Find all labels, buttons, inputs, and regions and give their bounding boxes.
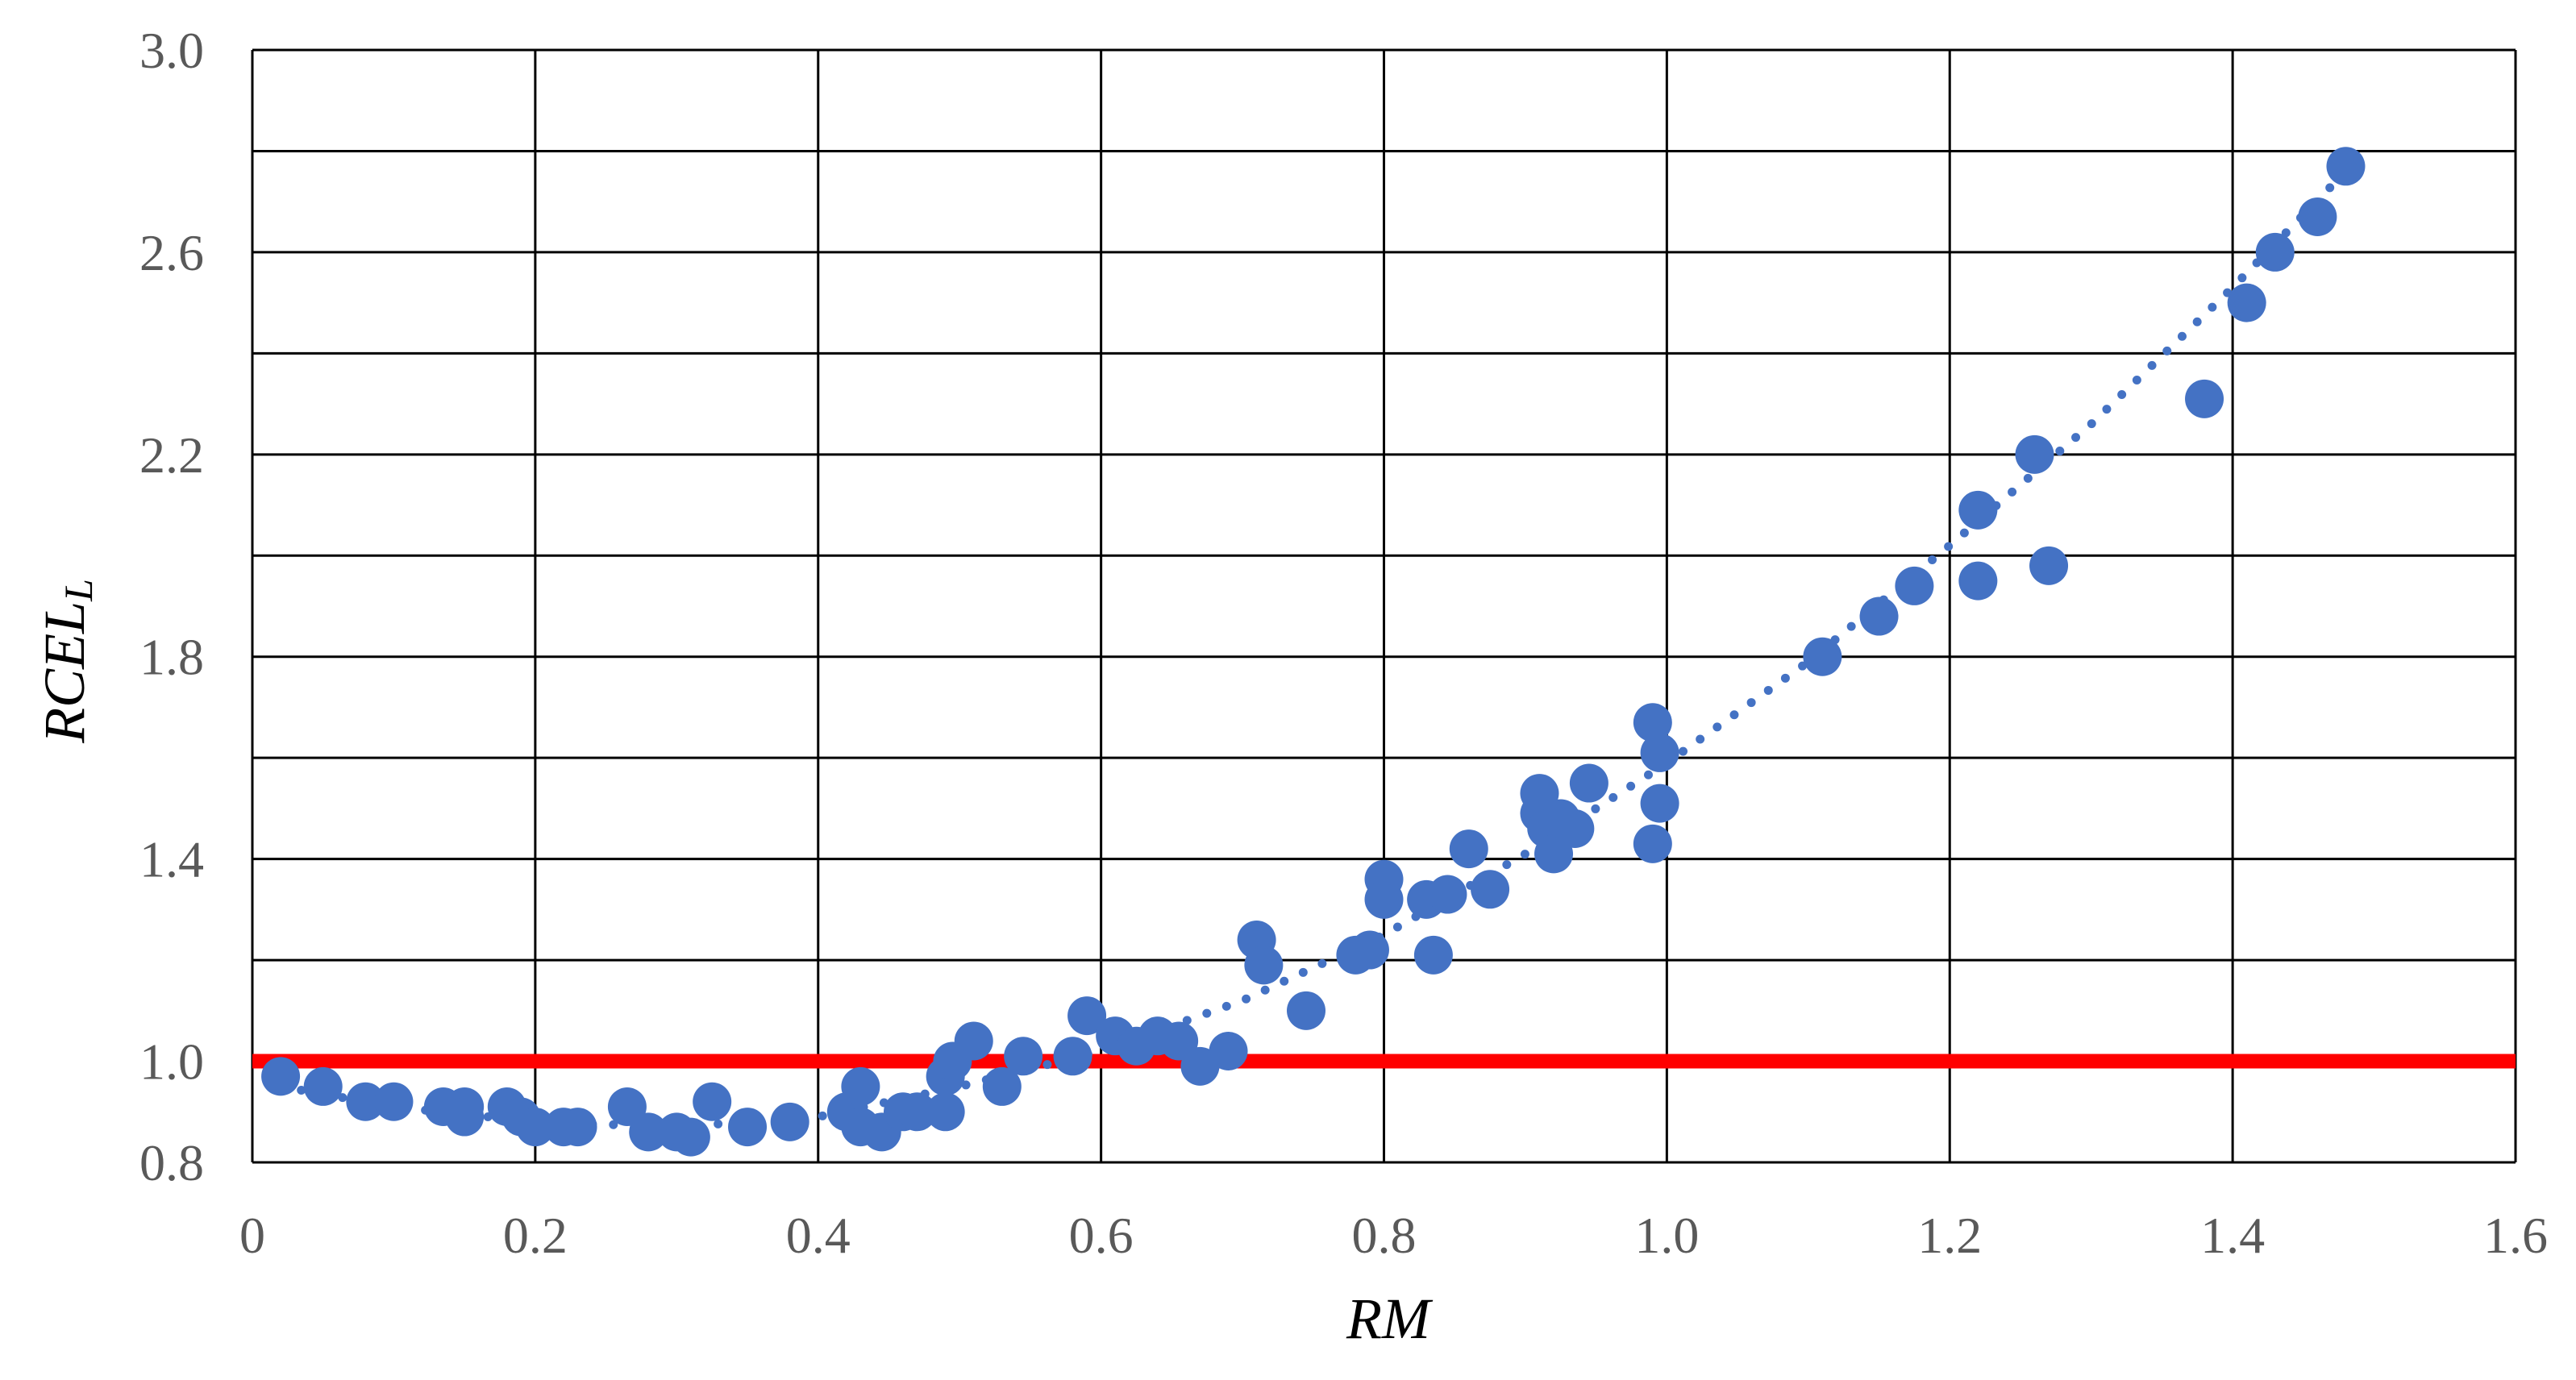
x-tick-label-6: 1.2 xyxy=(1917,1207,1982,1264)
data-point-70 xyxy=(2227,283,2266,322)
data-point-67 xyxy=(2015,434,2054,474)
data-point-36 xyxy=(1159,1021,1199,1061)
data-point-18 xyxy=(770,1102,809,1141)
data-point-59 xyxy=(1633,824,1672,863)
data-point-15 xyxy=(671,1117,710,1157)
data-point-40 xyxy=(1244,946,1284,985)
data-point-58 xyxy=(1633,703,1672,742)
data-point-50 xyxy=(1471,870,1510,909)
x-tick-label-0: 0 xyxy=(239,1207,265,1264)
data-point-17 xyxy=(728,1108,768,1147)
data-point-64 xyxy=(1895,566,1934,605)
data-point-30 xyxy=(1004,1037,1043,1076)
data-point-61 xyxy=(1640,784,1679,823)
data-point-29 xyxy=(982,1066,1022,1106)
x-tick-label-2: 0.4 xyxy=(786,1207,851,1264)
data-point-31 xyxy=(1053,1037,1092,1076)
data-point-45 xyxy=(1364,879,1404,919)
data-point-38 xyxy=(1209,1032,1248,1070)
data-point-60 xyxy=(1640,733,1679,772)
data-point-56 xyxy=(1555,809,1595,848)
y-tick-label-1: 1.0 xyxy=(139,1033,204,1091)
y-axis-title-subscript: L xyxy=(56,579,101,602)
tick-labels: 0 0.2 0.4 0.6 0.8 1.0 1.2 1.4 1.6 0.8 1.0 1.4 1.8 2.2… xyxy=(139,22,2548,1264)
y-axis-title: RCELL xyxy=(32,579,101,744)
data-point-41 xyxy=(1287,991,1326,1030)
x-tick-label-1: 0.2 xyxy=(503,1207,568,1264)
y-tick-label-3: 1.8 xyxy=(139,629,204,686)
y-tick-label-4: 2.2 xyxy=(139,426,204,484)
data-point-3 xyxy=(374,1082,414,1121)
data-point-26 xyxy=(926,1092,965,1132)
y-tick-label-0: 0.8 xyxy=(139,1134,204,1191)
y-tick-label-6: 3.0 xyxy=(139,22,204,79)
data-point-13 xyxy=(629,1112,668,1152)
data-point-11 xyxy=(558,1108,597,1147)
data-point-63 xyxy=(1859,596,1899,636)
data-point-37 xyxy=(1180,1046,1220,1086)
data-point-9 xyxy=(515,1108,555,1147)
data-point-16 xyxy=(693,1082,732,1121)
data-point-72 xyxy=(2298,197,2337,236)
data-point-57 xyxy=(1569,763,1608,803)
data-point-43 xyxy=(1350,930,1389,970)
data-point-1 xyxy=(303,1066,343,1106)
data-point-71 xyxy=(2255,232,2295,272)
data-points xyxy=(261,147,2366,1157)
y-tick-label-5: 2.6 xyxy=(139,224,204,281)
data-point-32 xyxy=(1067,996,1107,1036)
data-point-73 xyxy=(2326,147,2366,186)
data-point-24 xyxy=(897,1092,937,1132)
data-point-2 xyxy=(346,1082,385,1121)
x-tick-label-5: 1.0 xyxy=(1634,1207,1699,1264)
x-tick-label-8: 1.6 xyxy=(2483,1207,2548,1264)
x-axis-title: RM xyxy=(1346,1286,1434,1351)
data-point-66 xyxy=(1958,561,1998,601)
data-point-54 xyxy=(1534,834,1574,874)
data-point-69 xyxy=(2185,379,2224,418)
x-tick-label-4: 0.8 xyxy=(1352,1207,1417,1264)
data-point-47 xyxy=(1413,935,1453,975)
data-point-0 xyxy=(261,1057,301,1096)
data-point-68 xyxy=(2029,546,2069,585)
data-point-62 xyxy=(1803,637,1842,676)
grid xyxy=(251,48,2517,1164)
y-tick-label-2: 1.4 xyxy=(139,831,204,888)
x-tick-label-3: 0.6 xyxy=(1069,1207,1134,1264)
data-point-49 xyxy=(1449,829,1488,869)
data-point-20 xyxy=(841,1066,880,1106)
x-tick-label-7: 1.4 xyxy=(2200,1207,2265,1264)
data-point-12 xyxy=(607,1087,647,1126)
data-point-65 xyxy=(1958,490,1998,530)
y-axis-title-main: RCEL xyxy=(32,601,97,744)
data-point-28 xyxy=(954,1021,993,1061)
data-point-48 xyxy=(1428,875,1467,914)
data-point-6 xyxy=(445,1097,485,1137)
